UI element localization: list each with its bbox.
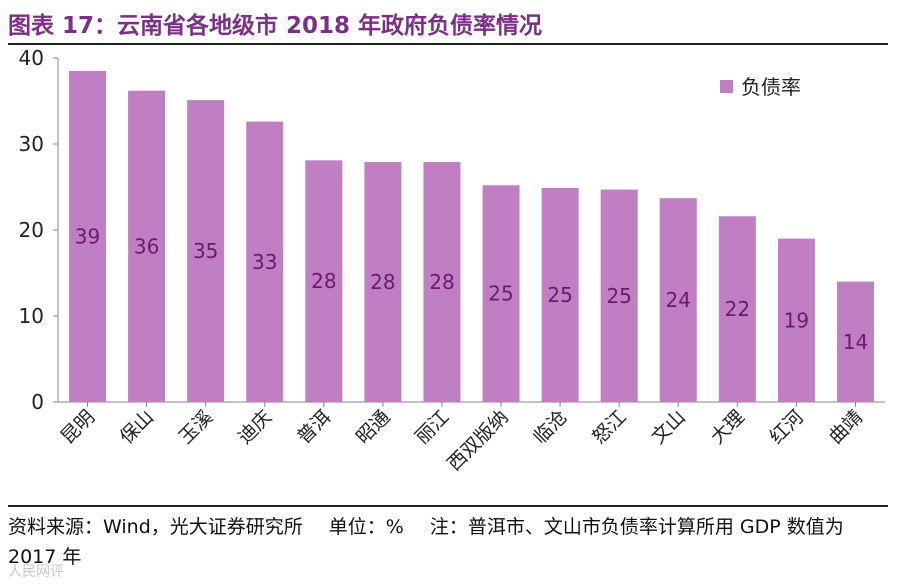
footer-note: 资料来源：Wind，光大证券研究所 单位：% 注：普洱市、文山市负债率计算所用 GD… (8, 512, 888, 572)
x-tick-label: 红河 (765, 406, 807, 448)
bar-value-label: 28 (429, 270, 454, 294)
bar (482, 185, 520, 402)
bar (128, 90, 166, 403)
y-tick-label: 10 (19, 304, 44, 328)
bar-chart: 0 10 20 30 40 39 昆明 36 保山 35 玉溪 33 迪庆 28 普洱 28 昭通 28 丽江 25 西… (19, 46, 885, 475)
x-tick-label: 保山 (116, 406, 158, 448)
x-tick-label: 普洱 (293, 406, 335, 448)
bar (718, 216, 756, 402)
x-tick-label: 大理 (706, 406, 748, 448)
bar-value-label: 28 (311, 269, 336, 293)
legend-swatch (720, 80, 733, 93)
bar (541, 187, 579, 402)
bar (423, 162, 461, 402)
bar-value-label: 33 (252, 250, 277, 274)
bar (836, 281, 874, 402)
bar-value-label: 14 (843, 330, 868, 354)
bar-value-label: 25 (547, 283, 572, 307)
x-tick-label: 迪庆 (234, 406, 276, 448)
bar-value-label: 28 (370, 270, 395, 294)
x-tick-label: 玉溪 (175, 406, 217, 448)
chart-title: 图表 17：云南省各地级市 2018 年政府负债率情况 (8, 13, 543, 39)
x-tick-label: 昆明 (57, 406, 99, 448)
bar-value-label: 24 (666, 288, 691, 312)
y-tick-label: 0 (31, 390, 44, 414)
bar (659, 198, 697, 402)
bar-value-label: 36 (134, 234, 159, 258)
bar-value-label: 35 (193, 239, 218, 263)
unit-text: 单位：% (328, 516, 404, 538)
bar (187, 100, 225, 402)
x-tick-label: 丽江 (411, 406, 453, 448)
watermark: 人民网评 (8, 564, 64, 580)
y-tick-label: 20 (19, 218, 44, 242)
bar-value-label: 25 (488, 282, 513, 306)
legend-label: 负债率 (741, 75, 801, 99)
x-tick-label: 昭通 (352, 406, 394, 448)
x-tick-label: 怒江 (588, 406, 630, 448)
footer-rule (8, 505, 888, 507)
x-tick-label: 曲靖 (825, 406, 867, 448)
y-tick-label: 40 (19, 46, 44, 70)
bar (305, 160, 343, 402)
bar-value-label: 22 (725, 297, 750, 321)
bar (69, 70, 107, 403)
bar (777, 238, 815, 402)
bar (600, 189, 638, 402)
bar-value-label: 25 (606, 284, 631, 308)
title-rule (8, 43, 888, 45)
x-tick-label: 西双版纳 (443, 406, 512, 475)
x-tick-label: 文山 (647, 406, 689, 448)
note-text: 注：普洱市、文山市负债率计算所用 GDP 数值为 2017 年 (8, 516, 844, 568)
bar (364, 162, 402, 402)
y-tick-label: 30 (19, 132, 44, 156)
x-tick-label: 临沧 (529, 406, 571, 448)
bar-value-label: 39 (75, 224, 100, 248)
bar (246, 121, 284, 402)
source-text: 资料来源：Wind，光大证券研究所 (8, 516, 303, 538)
bar-value-label: 19 (784, 308, 809, 332)
